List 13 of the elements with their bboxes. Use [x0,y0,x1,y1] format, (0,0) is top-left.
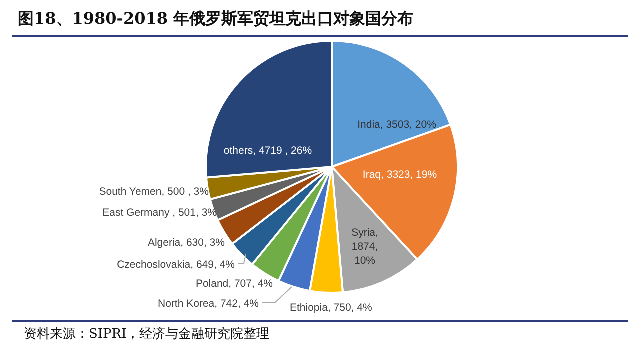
slice-label: Poland, 707, 4% [196,278,273,290]
slice-label: Ethiopia, 750, 4% [290,302,372,314]
chart-title: 图18、1980-2018 年俄罗斯军贸坦克出口对象国分布 [18,9,414,28]
slice-label: Algeria, 630, 3% [148,237,225,249]
slice-label: India, 3503, 20% [358,119,436,131]
slice-label: Iraq, 3323, 19% [362,169,438,181]
slice-label: North Korea, 742, 4% [158,298,259,310]
slice-label: South Yemen, 500 , 3% [99,186,209,198]
text: 资料来源：SIPRI，经济与金融研究院整理 [24,327,270,342]
slice-label: East Germany , 501, 3% [102,207,217,219]
slice-label: Czechoslovakia, 649, 4% [117,259,235,271]
slice-label: Syria, 1874, 10% [352,227,378,267]
slice-label: others, 4719 , 26% [224,145,312,157]
